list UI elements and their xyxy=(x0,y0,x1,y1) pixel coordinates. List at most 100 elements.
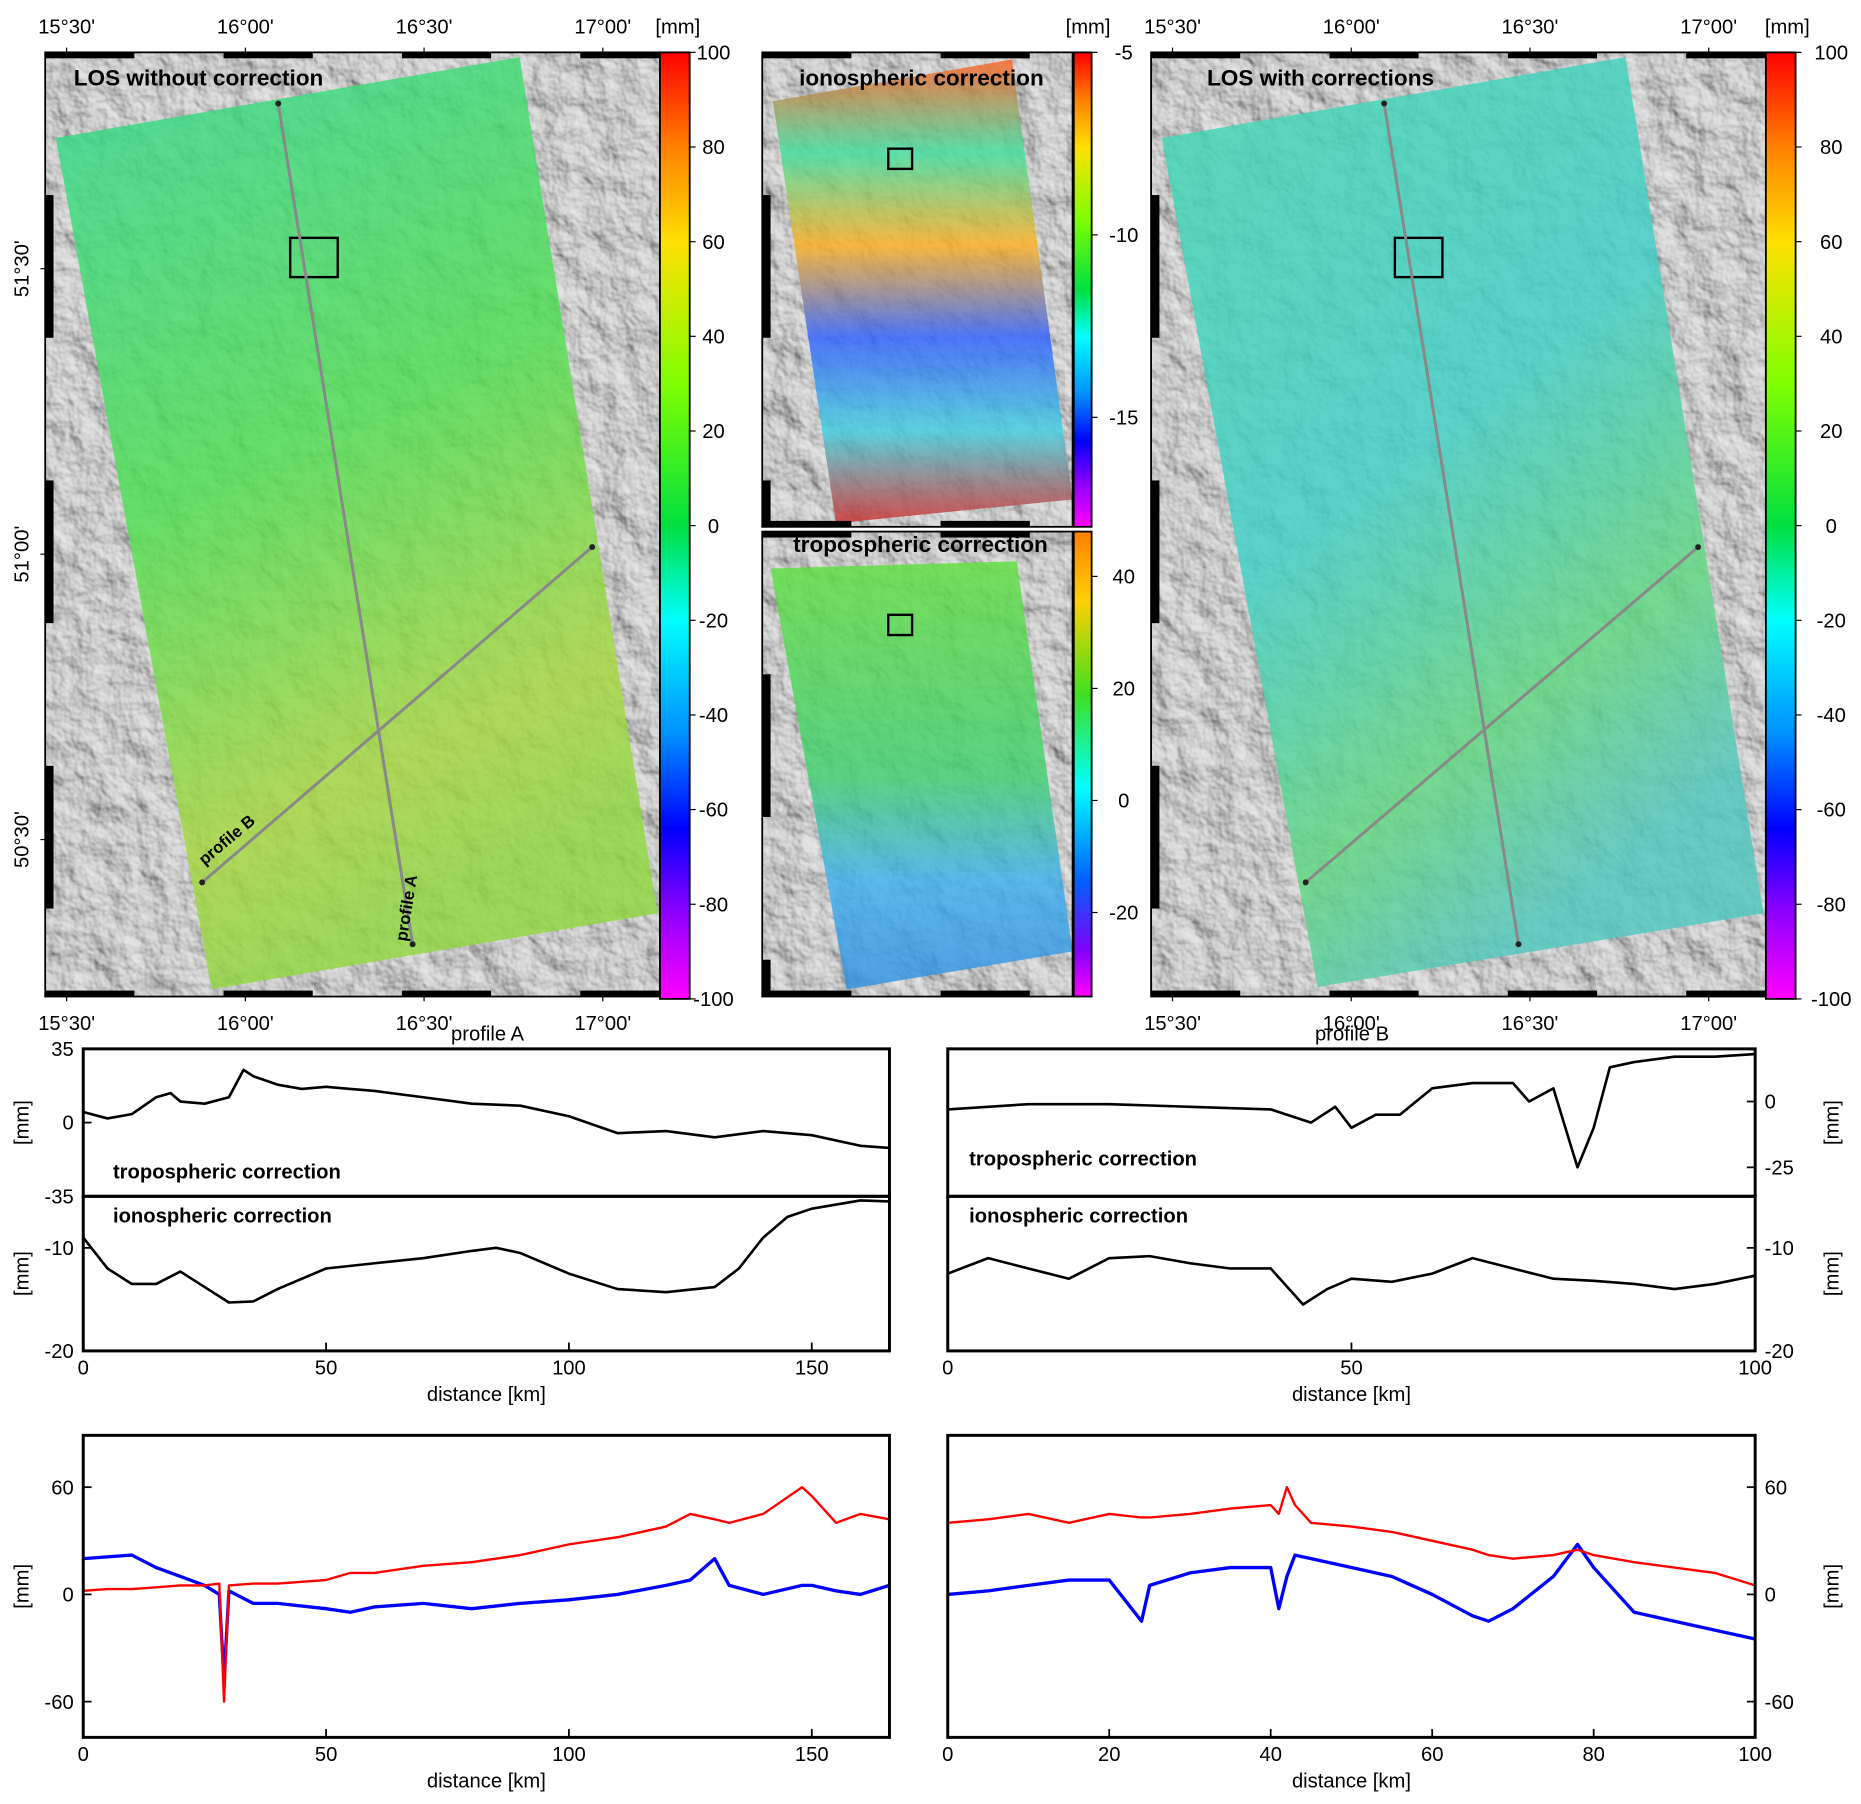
map-border xyxy=(1507,990,1598,997)
profile-line xyxy=(947,1485,1756,1587)
lon-label: 17°00' xyxy=(574,1013,631,1035)
map-border xyxy=(762,531,852,538)
map-frame xyxy=(761,530,1074,998)
profile-line xyxy=(83,1485,890,1703)
reference-box xyxy=(887,147,914,171)
colorbar-tick-label: 60 xyxy=(702,232,724,254)
map-border xyxy=(940,52,1030,59)
colorbar-tick-label: -20 xyxy=(699,610,728,632)
y-tick-label: 0 xyxy=(62,1113,73,1135)
map-border xyxy=(45,195,54,338)
colorbar-tick-label: 0 xyxy=(1118,791,1129,813)
profile-end xyxy=(1515,941,1522,948)
colorbar-tick-label: -80 xyxy=(1817,894,1846,916)
map-border xyxy=(1507,52,1598,59)
colorbar xyxy=(1072,51,1093,528)
lon-label: 17°00' xyxy=(1680,1013,1737,1035)
y-axis-label: [mm] xyxy=(12,1564,34,1609)
map-border xyxy=(1151,195,1160,338)
colorbar-label: [mm] xyxy=(655,16,700,38)
colorbar-tick-label: 100 xyxy=(697,42,731,64)
y-tick-label: -60 xyxy=(45,1692,74,1714)
y-tick-label: -60 xyxy=(1765,1692,1794,1714)
profile-end xyxy=(1695,544,1702,551)
profile-line xyxy=(201,545,594,884)
y-axis-label: [mm] xyxy=(1821,1251,1843,1296)
y-tick-label: -10 xyxy=(1765,1238,1794,1260)
x-tick-label: 0 xyxy=(78,1358,89,1380)
panel-label: tropospheric correction xyxy=(113,1161,341,1183)
colorbar xyxy=(1072,530,1093,998)
map-border xyxy=(940,990,1030,997)
colorbar-tick-label: 60 xyxy=(1820,232,1842,254)
map-border xyxy=(45,52,135,59)
x-tick-label: 80 xyxy=(1582,1744,1604,1766)
colorbar-tick-label: 40 xyxy=(1112,567,1134,589)
map-border xyxy=(45,480,54,624)
colorbar-tick-label: -40 xyxy=(1817,705,1846,727)
lon-label: 16°30' xyxy=(1502,1013,1559,1035)
lon-label: 15°30' xyxy=(38,16,95,38)
map-panel xyxy=(762,52,1073,527)
plot-frame xyxy=(81,1433,891,1739)
map-border xyxy=(223,52,313,59)
map-border xyxy=(401,52,492,59)
colorbar-tick-label: 20 xyxy=(1112,679,1134,701)
insar-swath xyxy=(1161,57,1764,988)
map-panel xyxy=(762,531,1073,997)
colorbar-label: [mm] xyxy=(1765,16,1810,38)
map-border xyxy=(1686,52,1766,59)
plot-area xyxy=(83,1485,890,1703)
reference-box xyxy=(288,236,339,279)
map-title: ionospheric correction xyxy=(799,66,1044,91)
panel-label: ionospheric correction xyxy=(969,1205,1188,1227)
plot-area xyxy=(947,1254,1756,1306)
map-border xyxy=(1329,52,1419,59)
plot-frame xyxy=(81,1194,891,1353)
profile-line xyxy=(1304,545,1700,884)
lon-label: 16°00' xyxy=(217,1013,274,1035)
colorbar-tick-label: 20 xyxy=(702,421,724,443)
panel-label: tropospheric correction xyxy=(969,1148,1197,1170)
x-tick-label: 0 xyxy=(78,1744,89,1766)
x-tick-label: 20 xyxy=(1098,1744,1120,1766)
map-border xyxy=(940,520,1030,527)
colorbar-label: [mm] xyxy=(1066,16,1111,38)
plot-area xyxy=(947,1485,1756,1641)
map-border xyxy=(940,531,1030,538)
map-title: LOS with corrections xyxy=(1207,66,1434,91)
x-tick-label: 50 xyxy=(315,1744,337,1766)
insar-swath xyxy=(55,57,658,990)
y-tick-label: -20 xyxy=(1765,1341,1794,1363)
map-border xyxy=(1151,990,1241,997)
plot-frame xyxy=(946,1047,1757,1198)
reference-box xyxy=(887,613,914,637)
colorbar xyxy=(1764,51,1797,1000)
map-border xyxy=(45,765,54,909)
profile-line xyxy=(83,1068,890,1150)
lon-label: 16°00' xyxy=(1323,1013,1380,1035)
profile-line xyxy=(83,1199,890,1304)
x-tick-label: 150 xyxy=(795,1744,829,1766)
reference-box xyxy=(1393,236,1444,279)
y-tick-label: 0 xyxy=(62,1585,73,1607)
colorbar-tick-label: 100 xyxy=(1814,42,1848,64)
profile-end xyxy=(275,100,282,107)
lon-label: 15°30' xyxy=(38,1013,95,1035)
x-tick-label: 100 xyxy=(1738,1358,1772,1380)
lon-label: 16°30' xyxy=(1502,16,1559,38)
colorbar-tick-label: -15 xyxy=(1109,407,1138,429)
profile-line xyxy=(947,1052,1756,1169)
y-tick-label: -25 xyxy=(1765,1157,1794,1179)
x-axis-label: distance [km] xyxy=(1292,1770,1411,1792)
y-axis-label: [mm] xyxy=(12,1100,34,1145)
map-border xyxy=(762,959,771,997)
map-border xyxy=(1686,990,1766,997)
map-border xyxy=(762,990,852,997)
lon-label: 16°00' xyxy=(217,16,274,38)
x-tick-label: 0 xyxy=(942,1358,953,1380)
profile-title: profile B xyxy=(1315,1024,1389,1046)
profile-line xyxy=(947,1254,1756,1306)
colorbar-tick-label: 40 xyxy=(1820,326,1842,348)
